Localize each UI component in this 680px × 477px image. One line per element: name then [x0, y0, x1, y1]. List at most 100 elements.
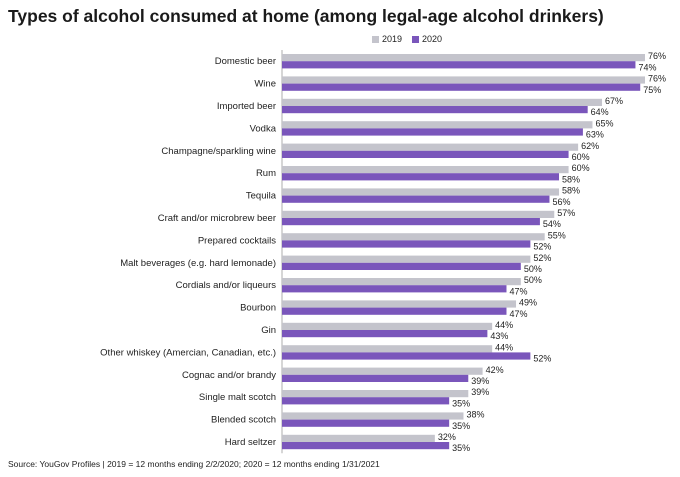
data-label-2020: 63%	[586, 130, 604, 140]
data-label-2019: 55%	[548, 230, 566, 240]
category-label: Cordials and/or liqueurs	[176, 280, 277, 291]
category-label: Champagne/sparkling wine	[161, 146, 276, 157]
data-label-2020: 47%	[509, 286, 527, 296]
bar-2019	[282, 143, 579, 151]
data-label-2019: 38%	[467, 410, 485, 420]
data-label-2020: 43%	[490, 331, 508, 341]
bar-2019	[282, 322, 493, 330]
data-label-2019: 49%	[519, 298, 537, 308]
data-label-2020: 52%	[533, 242, 551, 252]
data-label-2019: 50%	[524, 275, 542, 285]
bar-2019	[282, 255, 531, 263]
legend-swatch-2019	[372, 35, 379, 43]
data-label-2020: 74%	[638, 62, 656, 72]
data-label-2019: 39%	[471, 387, 489, 397]
data-label-2020: 47%	[509, 309, 527, 319]
data-label-2020: 35%	[452, 398, 470, 408]
data-label-2019: 58%	[562, 186, 580, 196]
data-label-2019: 32%	[438, 432, 456, 442]
category-label: Craft and/or microbrew beer	[158, 213, 276, 224]
data-label-2019: 44%	[495, 320, 513, 330]
bar-2020	[282, 397, 450, 405]
category-label: Gin	[261, 325, 276, 336]
bar-2019	[282, 210, 555, 218]
category-label: Prepared cocktails	[198, 235, 276, 246]
bar-2019	[282, 300, 517, 308]
bar-2020	[282, 195, 550, 203]
data-label-2019: 76%	[648, 51, 666, 61]
category-label: Blended scotch	[211, 415, 276, 426]
category-label: Wine	[254, 79, 276, 90]
data-label-2020: 60%	[572, 152, 590, 162]
bar-2020	[282, 128, 583, 136]
legend-label-2020: 2020	[422, 34, 443, 44]
data-label-2019: 76%	[648, 74, 666, 84]
category-label: Cognac and/or brandy	[182, 370, 276, 381]
data-label-2020: 58%	[562, 174, 580, 184]
data-label-2020: 56%	[552, 197, 570, 207]
bar-2019	[282, 434, 435, 442]
data-label-2020: 54%	[543, 219, 561, 229]
bar-2020	[282, 218, 540, 226]
data-label-2020: 52%	[533, 354, 551, 364]
bar-2020	[282, 374, 469, 382]
chart-title: Types of alcohol consumed at home (among…	[8, 6, 604, 26]
bar-2020	[282, 285, 507, 293]
bar-2020	[282, 330, 488, 338]
bar-2019	[282, 121, 593, 129]
category-label: Hard seltzer	[225, 437, 276, 448]
category-label: Domestic beer	[215, 56, 276, 67]
data-label-2020: 35%	[452, 421, 470, 431]
data-label-2020: 75%	[643, 85, 661, 95]
bar-2019	[282, 54, 645, 62]
bar-2019	[282, 367, 483, 375]
legend-swatch-2020	[412, 35, 420, 43]
bar-2020	[282, 61, 636, 69]
bar-2019	[282, 345, 493, 353]
category-label: Imported beer	[217, 101, 276, 112]
legend: 2019 2020	[372, 34, 442, 44]
bar-2020	[282, 173, 560, 181]
legend-label-2019: 2019	[382, 34, 403, 44]
source-note: Source: YouGov Profiles | 2019 = 12 mont…	[8, 459, 380, 469]
bar-2019	[282, 278, 521, 286]
data-label-2019: 57%	[557, 208, 575, 218]
data-label-2020: 39%	[471, 376, 489, 386]
bar-2019	[282, 390, 469, 398]
category-label: Bourbon	[240, 303, 276, 314]
data-label-2019: 60%	[572, 163, 590, 173]
bar-2019	[282, 188, 560, 196]
bar-2020	[282, 262, 521, 270]
bar-2019	[282, 76, 645, 84]
bar-2020	[282, 240, 531, 248]
legend-item-2020: 2020	[412, 34, 442, 44]
category-label: Single malt scotch	[199, 392, 276, 403]
bar-2019	[282, 412, 464, 420]
bar-2020	[282, 442, 450, 450]
legend-item-2019: 2019	[372, 34, 402, 44]
data-label-2019: 52%	[533, 253, 551, 263]
bar-2020	[282, 419, 450, 427]
category-label: Malt beverages (e.g. hard lemonade)	[120, 258, 276, 269]
bar-2019	[282, 233, 545, 241]
bar-2020	[282, 150, 569, 158]
category-label: Vodka	[250, 123, 277, 134]
category-label: Tequila	[246, 191, 277, 202]
data-label-2020: 50%	[524, 264, 542, 274]
bar-2019	[282, 166, 569, 174]
bar-2019	[282, 98, 603, 106]
data-label-2019: 67%	[605, 96, 623, 106]
category-label: Other whiskey (Amercian, Canadian, etc.)	[100, 347, 276, 358]
bar-2020	[282, 106, 588, 114]
data-label-2020: 64%	[591, 107, 609, 117]
data-label-2019: 44%	[495, 342, 513, 352]
data-label-2019: 62%	[581, 141, 599, 151]
data-label-2019: 65%	[595, 118, 613, 128]
data-label-2020: 35%	[452, 443, 470, 453]
bar-2020	[282, 83, 641, 91]
category-label: Rum	[256, 168, 276, 179]
bar-2020	[282, 307, 507, 315]
bar-2020	[282, 352, 531, 360]
data-label-2019: 42%	[486, 365, 504, 375]
